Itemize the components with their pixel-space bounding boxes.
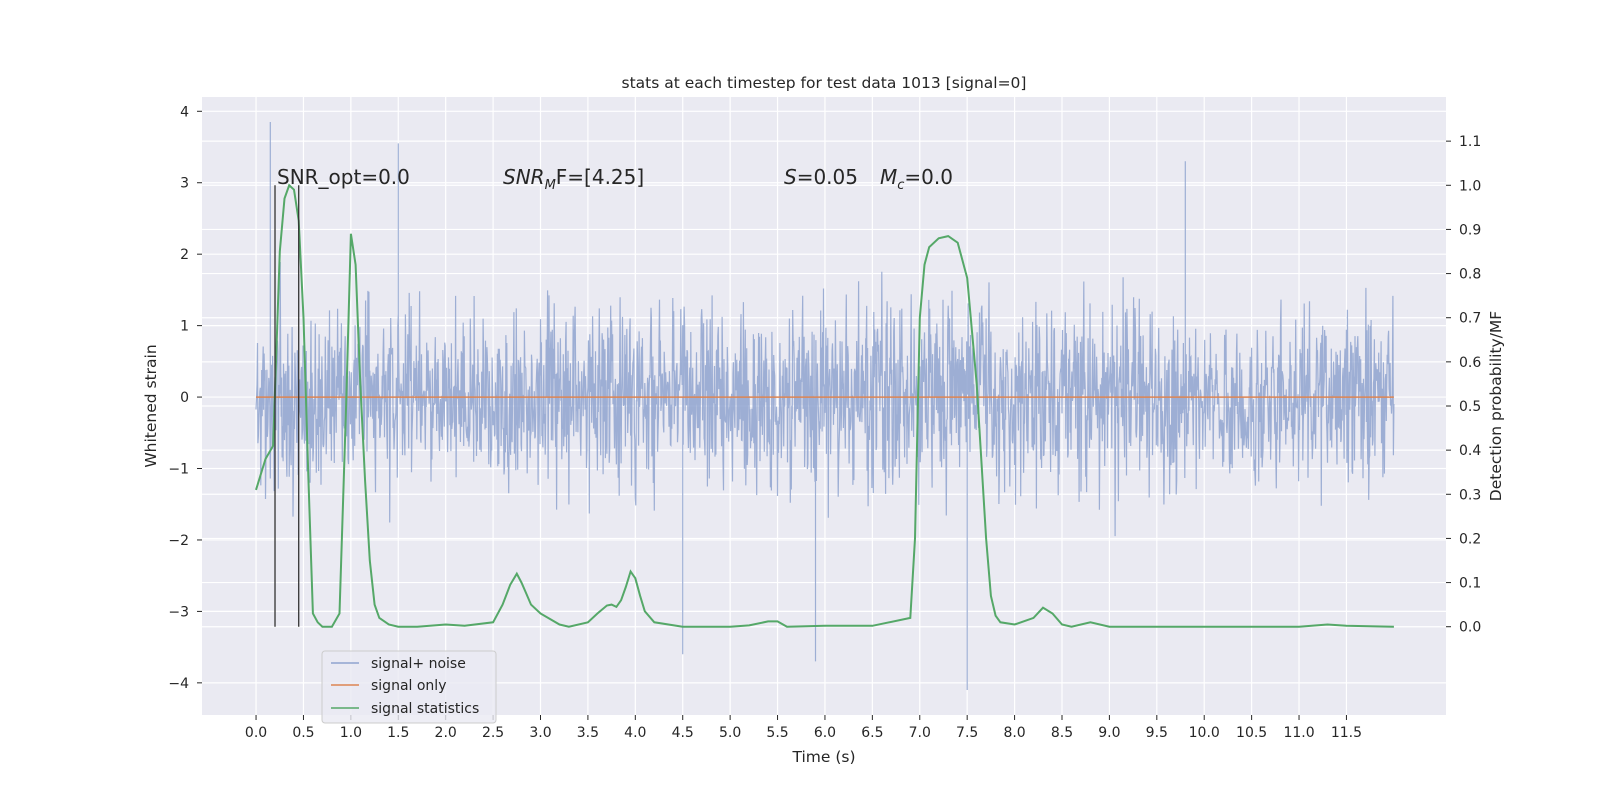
x-tick-label: 6.5 <box>861 725 883 741</box>
y-tick-label-right: 1.1 <box>1459 134 1481 150</box>
x-tick-label: 2.5 <box>482 725 504 741</box>
x-tick-label: 7.0 <box>909 725 931 741</box>
x-tick-label: 9.5 <box>1146 725 1168 741</box>
x-tick-label: 4.0 <box>624 725 646 741</box>
x-ticks: 0.0 0.5 1.0 1.5 2.0 2.5 3.0 3.5 4.0 4.5 5.0 5.5 6.0 6… <box>245 715 1362 741</box>
x-tick-label: 0.5 <box>292 725 314 741</box>
x-tick-label: 9.0 <box>1098 725 1120 741</box>
vertical-markers <box>274 185 300 627</box>
x-tick-label: 1.0 <box>340 725 362 741</box>
x-tick-label: 7.5 <box>956 725 978 741</box>
series-line-signal-statistics <box>255 183 1394 628</box>
legend-label-signal-only: signal only <box>371 678 446 694</box>
series-line-signal-noise <box>255 122 1395 690</box>
legend: signal+ noise signal only signal statist… <box>321 650 497 724</box>
y-tick-label-right: 0.9 <box>1459 222 1481 238</box>
y-tick-label-left: −3 <box>168 604 189 620</box>
y-tick-label-left: −1 <box>168 462 189 478</box>
x-tick-label: 11.5 <box>1331 725 1362 741</box>
y-tick-label-right: 0.2 <box>1459 531 1481 547</box>
y-tick-label-right: 0.7 <box>1459 311 1481 327</box>
series-signal-noise <box>255 122 1395 690</box>
y-tick-label-left: 3 <box>180 176 189 192</box>
annotation-snr-opt: SNR_opt=0.0 <box>277 165 410 189</box>
annotation-snr-mf-sub: M <box>545 178 556 193</box>
x-tick-label: 10.0 <box>1189 725 1220 741</box>
x-axis-label: Time (s) <box>791 748 855 766</box>
y-tick-label-left: 1 <box>180 319 189 335</box>
y-tick-label-right: 0.5 <box>1459 399 1481 415</box>
annotation-snr-mf-base: SNR <box>503 165 545 189</box>
x-tick-label: 1.5 <box>387 725 409 741</box>
y-tick-label-left: −4 <box>168 676 189 692</box>
y-axis-label-left: Whitened strain <box>142 344 160 467</box>
y-axis-label-right: Detection probability/MF <box>1487 311 1505 502</box>
x-tick-label: 2.0 <box>435 725 457 741</box>
annotation-snr-mf: SNRMF=[4.25] <box>503 165 644 193</box>
y-tick-label-right: 0.4 <box>1459 443 1481 459</box>
y-tick-label-right: 0.1 <box>1459 576 1481 592</box>
x-tick-label: 6.0 <box>814 725 836 741</box>
x-tick-label: 3.0 <box>529 725 551 741</box>
annotation-s-symbol: S <box>784 165 797 189</box>
x-tick-label: 4.5 <box>672 725 694 741</box>
y-ticks-left: −4 −3 −2 −1 0 1 2 3 4 <box>168 104 202 692</box>
y-tick-label-right: 0.3 <box>1459 487 1481 503</box>
y-tick-label-right: 1.0 <box>1459 178 1481 194</box>
y-ticks-right: 0.0 0.1 0.2 0.3 0.4 0.5 0.6 0.7 0.8 0.9 1.0 1.1 <box>1446 134 1481 636</box>
y-tick-label-right: 0.8 <box>1459 267 1481 283</box>
annotation-s-value: =0.05 <box>797 165 858 189</box>
y-tick-label-left: 2 <box>180 247 189 263</box>
x-tick-label: 5.5 <box>766 725 788 741</box>
x-tick-label: 8.0 <box>1003 725 1025 741</box>
legend-box <box>321 650 497 724</box>
chart-title: stats at each timestep for test data 101… <box>622 74 1027 92</box>
y-tick-label-left: −2 <box>168 533 189 549</box>
x-tick-label: 3.5 <box>577 725 599 741</box>
x-tick-label: 8.5 <box>1051 725 1073 741</box>
annotation-snr-mf-rest: F=[4.25] <box>556 165 644 189</box>
x-tick-label: 10.5 <box>1236 725 1267 741</box>
y-tick-label-right: 0.0 <box>1459 620 1481 636</box>
annotation-mc: Mc=0.0 <box>880 165 953 193</box>
annotation-mc-sub: c <box>897 178 904 193</box>
x-tick-label: 11.0 <box>1283 725 1314 741</box>
x-tick-label: 0.0 <box>245 725 267 741</box>
legend-label-signal-statistics: signal statistics <box>371 701 479 717</box>
x-tick-label: 5.0 <box>719 725 741 741</box>
annotation-mc-value: =0.0 <box>904 165 953 189</box>
y-tick-label-left: 4 <box>180 104 189 120</box>
legend-label-signal-noise: signal+ noise <box>371 656 466 672</box>
annotation-s: S=0.05 <box>784 165 858 189</box>
y-tick-label-left: 0 <box>180 390 189 406</box>
series-signal-statistics <box>255 183 1394 628</box>
annotation-mc-symbol: M <box>880 165 897 189</box>
y-tick-label-right: 0.6 <box>1459 355 1481 371</box>
